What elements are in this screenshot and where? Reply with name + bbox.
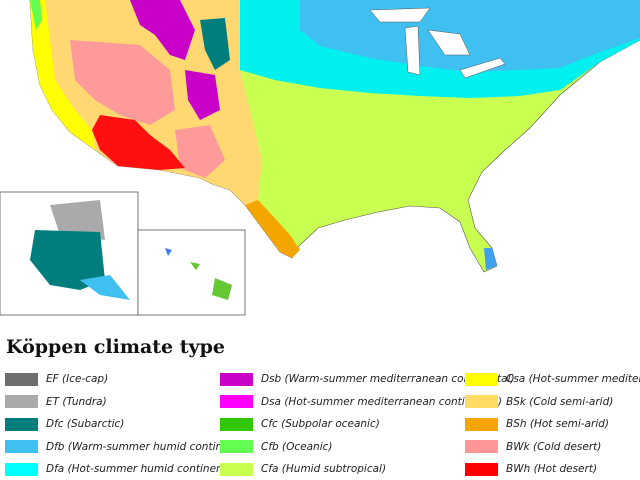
- legend-swatch: [465, 395, 498, 408]
- legend-label: Dfb (Warm-summer humid continental): [46, 440, 253, 453]
- legend-item: EF (Ice-cap): [5, 371, 108, 387]
- legend-item: ET (Tundra): [5, 394, 107, 410]
- legend-label: BSh (Hot semi-arid): [506, 418, 610, 430]
- region-bwh: [92, 115, 185, 170]
- hawaii-island: [165, 248, 172, 256]
- alaska-dfc: [30, 230, 105, 290]
- region-csa: [30, 0, 95, 150]
- legend-label: ET (Tundra): [46, 395, 107, 408]
- legend-label: Dfc (Subarctic): [46, 418, 125, 430]
- region-dsb-2: [185, 70, 220, 120]
- legend-item: Dsb (Warm-summer mediterranean continent…: [220, 371, 515, 387]
- legend-item: Cfa (Humid subtropical): [220, 461, 386, 477]
- legend-label: Dsa (Hot-summer mediterranean continenta…: [261, 395, 503, 408]
- lake: [427, 29, 471, 56]
- legend-item: Cfb (Oceanic): [220, 439, 333, 455]
- legend-item: Dfa (Hot-summer humid continental): [5, 461, 240, 477]
- region-bsh: [245, 200, 300, 258]
- legend-label: Cfc (Subpolar oceanic): [261, 418, 380, 430]
- hawaii-island: [212, 278, 232, 300]
- legend-item: Dfc (Subarctic): [5, 416, 124, 432]
- legend-label: BSk (Cold semi-arid): [506, 395, 614, 408]
- legend-swatch: [220, 395, 253, 408]
- lake: [459, 57, 506, 79]
- lake: [369, 7, 431, 23]
- region-florida-aw: [484, 248, 497, 270]
- legend-swatch: [220, 462, 253, 476]
- legend-label: Cfa (Humid subtropical): [261, 463, 387, 475]
- legend-swatch: [465, 440, 498, 453]
- legend-item: BSh (Hot semi-arid): [465, 416, 609, 432]
- legend-swatch: [220, 417, 253, 431]
- legend-swatch: [5, 372, 38, 386]
- legend-label: Dfa (Hot-summer humid continental): [46, 463, 241, 475]
- lake: [404, 25, 421, 76]
- region-bwk-2: [175, 125, 225, 178]
- legend-item: BWh (Hot desert): [465, 461, 597, 477]
- region-dfc: [200, 18, 230, 70]
- legend-label: Csa (Hot-summer mediterranean): [506, 373, 640, 385]
- legend-swatch: [465, 417, 498, 431]
- region-bwk: [70, 40, 175, 125]
- legend-item: BWk (Cold desert): [465, 439, 601, 455]
- legend-label: BWh (Hot desert): [506, 463, 598, 475]
- legend-label: EF (Ice-cap): [46, 373, 109, 385]
- alaska-dfb: [80, 275, 130, 300]
- legend-item: Csa (Hot-summer mediterranean): [465, 371, 640, 387]
- legend-swatch: [465, 372, 498, 386]
- region-dsb: [130, 0, 195, 60]
- legend-swatch: [220, 372, 253, 386]
- legend-label: Dsb (Warm-summer mediterranean continent…: [261, 373, 515, 385]
- climate-map: [0, 0, 640, 316]
- legend-swatch: [5, 417, 38, 431]
- hawaii-island: [190, 262, 200, 270]
- legend-swatch: [5, 462, 38, 476]
- alaska-tundra: [50, 200, 105, 240]
- legend-item: BSk (Cold semi-arid): [465, 394, 613, 410]
- hawaii-inset: [137, 229, 246, 316]
- legend-item: Dfb (Warm-summer humid continental): [5, 439, 253, 455]
- legend-swatch: [465, 462, 498, 476]
- legend-item: Dsa (Hot-summer mediterranean continenta…: [220, 394, 502, 410]
- region-cfb-nw: [30, 0, 42, 30]
- legend-item: Cfc (Subpolar oceanic): [220, 416, 380, 432]
- legend-label: Cfb (Oceanic): [261, 440, 333, 453]
- legend-swatch: [5, 395, 38, 408]
- legend-swatch: [220, 440, 253, 453]
- legend-title: Köppen climate type: [6, 336, 225, 358]
- legend-swatch: [5, 440, 38, 453]
- legend-label: BWk (Cold desert): [506, 440, 602, 453]
